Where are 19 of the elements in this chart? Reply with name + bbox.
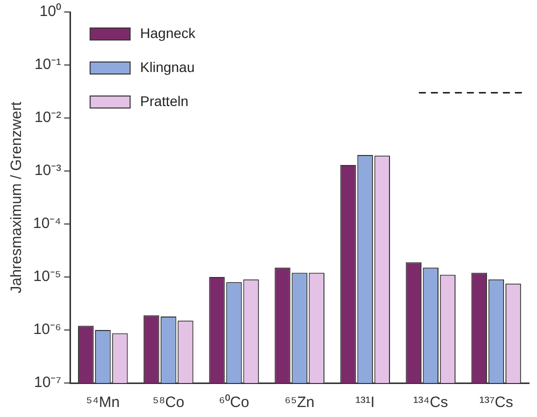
y-tick-label: 10⁻²	[34, 109, 62, 126]
x-tick-label: ¹³⁴Cs	[413, 394, 448, 412]
y-tick-label: 10⁻⁵	[33, 268, 62, 286]
legend-label: Pratteln	[140, 92, 188, 109]
x-tick-label: ⁵⁸Co	[152, 394, 184, 412]
x-tick-label: ⁶⁰Co	[218, 394, 250, 412]
x-tick-label: ⁶⁵Zn	[284, 394, 315, 412]
y-tick-label: 10⁻⁶	[33, 321, 62, 338]
y-tick-label: 10⁻⁷	[34, 374, 62, 392]
y-axis-title: Jahresmaximum / Grenzwert	[8, 100, 26, 294]
y-tick-label: 10⁻³	[34, 162, 62, 180]
y-tick-label: 10⁻⁴	[32, 215, 62, 232]
legend-label: Klingnau	[140, 58, 195, 75]
x-tick-label: ⁵⁴Mn	[86, 394, 120, 412]
y-tick-label: 10⁻¹	[34, 56, 62, 74]
x-tick-label: ¹³¹I	[356, 394, 375, 412]
y-tick-label: 10⁰	[39, 3, 62, 20]
x-tick-label: ¹³⁷Cs	[479, 394, 514, 412]
legend-label: Hagneck	[140, 24, 196, 41]
